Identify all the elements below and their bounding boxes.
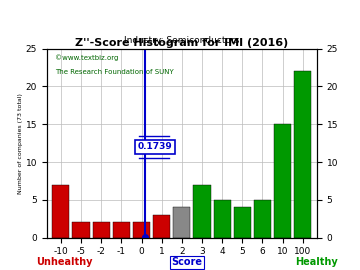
Bar	[234, 207, 251, 238]
Bar	[133, 222, 150, 238]
Bar	[153, 215, 170, 238]
Text: Unhealthy: Unhealthy	[37, 257, 93, 267]
Text: 0.1739: 0.1739	[138, 142, 172, 151]
Title: Z''-Score Histogram for IMI (2016): Z''-Score Histogram for IMI (2016)	[75, 38, 288, 48]
Bar	[173, 207, 190, 238]
Text: Industry: Semiconductors: Industry: Semiconductors	[124, 36, 239, 45]
Text: ©www.textbiz.org: ©www.textbiz.org	[55, 54, 118, 61]
Bar	[213, 200, 231, 238]
Bar	[254, 200, 271, 238]
Bar	[294, 71, 311, 238]
Bar	[193, 185, 211, 238]
Bar	[72, 222, 90, 238]
Text: Healthy: Healthy	[296, 257, 338, 267]
Text: The Research Foundation of SUNY: The Research Foundation of SUNY	[55, 69, 174, 75]
Y-axis label: Number of companies (73 total): Number of companies (73 total)	[18, 93, 23, 194]
Bar	[113, 222, 130, 238]
Bar	[274, 124, 291, 238]
Text: Score: Score	[172, 257, 203, 267]
Bar	[93, 222, 110, 238]
Bar	[52, 185, 69, 238]
